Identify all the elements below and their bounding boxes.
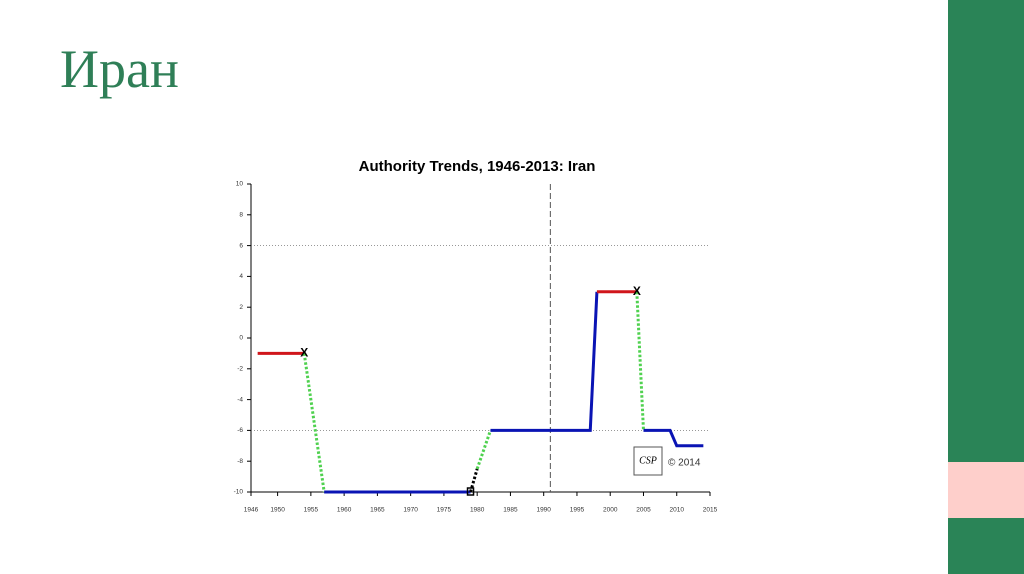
y-tick-label: -6	[237, 427, 243, 434]
x-tick-label: 2010	[670, 507, 685, 514]
line-segment	[643, 428, 704, 448]
y-tick-label: -10	[234, 489, 244, 496]
logo-box	[633, 446, 663, 476]
line-segment	[475, 429, 492, 470]
line-segment	[302, 353, 326, 493]
line-segment	[469, 468, 479, 493]
y-tick-label: -4	[237, 396, 243, 403]
logo: CSP	[639, 455, 657, 466]
x-tick-label: 1995	[570, 507, 585, 514]
x-tick-label: 1985	[503, 507, 518, 514]
x-tick-label: 1946	[244, 507, 259, 514]
y-tick-label: 10	[236, 181, 244, 188]
y-tick-label: 4	[239, 273, 243, 280]
y-tick-label: -2	[237, 366, 243, 373]
x-tick-label: 2015	[703, 507, 718, 514]
x-tick-label: 1960	[337, 507, 352, 514]
y-tick-label: 2	[239, 304, 243, 311]
x-tick-label: 1950	[270, 507, 285, 514]
x-tick-label: 2000	[603, 507, 618, 514]
x-tick-label: 1970	[403, 507, 418, 514]
x-tick-label: 1990	[536, 507, 551, 514]
y-tick-label: -8	[237, 458, 243, 465]
line-segment	[635, 291, 645, 431]
slide-title: Иран	[60, 39, 179, 99]
y-tick-label: 8	[239, 212, 243, 219]
y-tick-label: 0	[239, 335, 243, 342]
x-tick-label: 1980	[470, 507, 485, 514]
x-tick-label: 1965	[370, 507, 385, 514]
x-tick-label: 1955	[304, 507, 319, 514]
y-tick-label: 6	[239, 242, 243, 249]
marker: X	[300, 346, 308, 360]
x-tick-label: 1975	[437, 507, 452, 514]
marker	[466, 487, 475, 496]
x-tick-label: 2005	[636, 507, 651, 514]
line-segment	[490, 291, 599, 432]
chart: Authority Trends, 1946-2013: Iran CSP © …	[234, 158, 718, 514]
chart-title: Authority Trends, 1946-2013: Iran	[359, 158, 596, 175]
side-accent	[948, 462, 1024, 518]
marker: X	[633, 284, 641, 298]
copyright: © 2014	[668, 458, 701, 469]
